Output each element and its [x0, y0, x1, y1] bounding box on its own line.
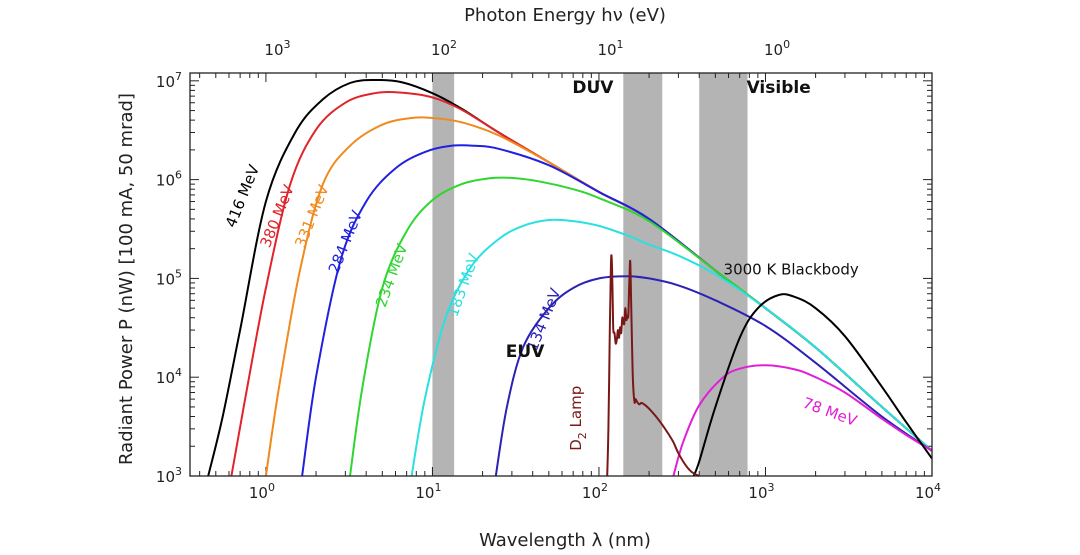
y-tick-label: 104 [156, 366, 182, 387]
y-axis-title: Radiant Power P (nW) [100 mA, 50 mrad] [116, 93, 137, 465]
series-label-78-mev: 78 MeV [800, 394, 860, 430]
annotation-duv: DUV [572, 78, 614, 98]
x-tick-label: 101 [415, 481, 441, 502]
series-3000-k-blackbody-curve [692, 293, 933, 477]
y-tick-label: 103 [156, 465, 182, 486]
series-label-284-mev: 284 MeV [325, 207, 367, 275]
series-134-mev-curve [494, 275, 933, 477]
series-label-416-mev: 416 MeV [222, 162, 264, 230]
top-axis-title: Photon Energy hν (eV) [464, 5, 666, 26]
top-tick-label: 100 [764, 38, 790, 59]
plot-frame [189, 72, 933, 477]
series-183-mev-curve [410, 218, 933, 477]
x-axis-title: Wavelength λ (nm) [479, 530, 651, 551]
axis-ticks: 100 101 102 103 104 103 102 101 100 103 104 105 106 1… [156, 38, 941, 502]
x-tick-label: 103 [748, 481, 774, 502]
series-label-331-mev: 331 MeV [291, 182, 333, 250]
series-label-3000-k-blackbody: 3000 K Blackbody [724, 260, 859, 278]
series-label-d2-lamp: D2 Lamp [567, 386, 589, 451]
spectral-bands [432, 73, 748, 476]
x-tick-label: 104 [915, 481, 941, 502]
x-tick-label: 102 [582, 481, 608, 502]
band-visible [699, 73, 748, 476]
top-tick-label: 103 [264, 38, 290, 59]
series-label-234-mev: 234 MeV [372, 241, 412, 310]
band-euv [432, 73, 455, 476]
data-series [207, 78, 933, 477]
x-tick-label: 100 [249, 481, 275, 502]
annotation-euv: EUV [506, 342, 545, 362]
top-tick-label: 101 [597, 38, 623, 59]
series-284-mev-curve [301, 144, 933, 477]
series-d2-lamp-curve [606, 254, 700, 477]
top-tick-label: 102 [431, 38, 457, 59]
y-tick-label: 105 [156, 267, 182, 288]
series-78-mev-curve [672, 364, 933, 477]
y-tick-label: 107 [156, 70, 182, 91]
y-tick-label: 106 [156, 169, 182, 190]
annotation-visible: Visible [747, 78, 811, 98]
